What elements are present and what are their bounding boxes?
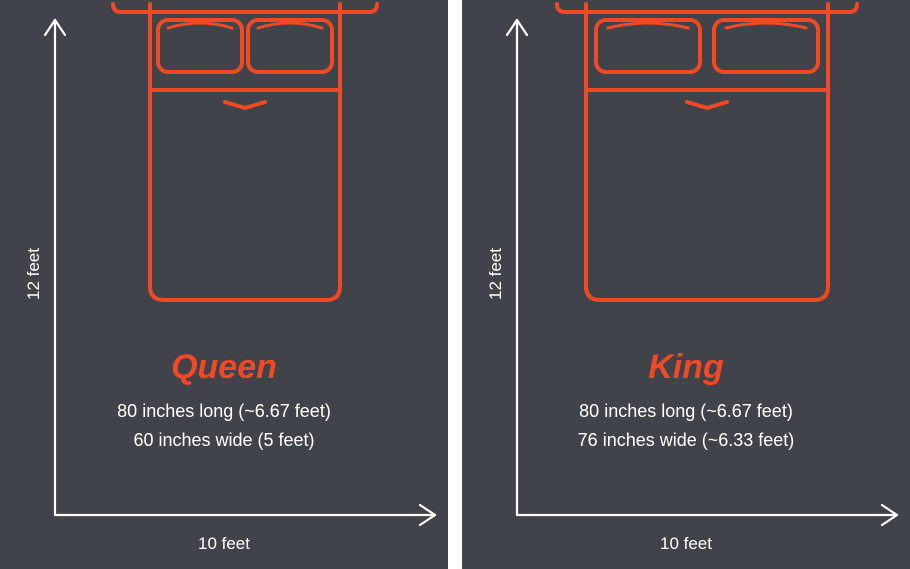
queen-width-text: 60 inches wide (5 feet) xyxy=(0,426,448,455)
queen-diagram xyxy=(0,0,448,569)
king-panel: King 80 inches long (~6.67 feet) 76 inch… xyxy=(462,0,910,569)
king-length-text: 80 inches long (~6.67 feet) xyxy=(462,397,910,426)
queen-title: Queen xyxy=(0,348,448,387)
queen-y-axis-label: 12 feet xyxy=(24,248,44,300)
queen-x-axis-label: 10 feet xyxy=(0,534,448,554)
king-y-axis-label: 12 feet xyxy=(486,248,506,300)
king-title: King xyxy=(462,348,910,387)
king-x-axis-label: 10 feet xyxy=(462,534,910,554)
king-diagram xyxy=(462,0,910,569)
queen-panel: Queen 80 inches long (~6.67 feet) 60 inc… xyxy=(0,0,448,569)
king-width-text: 76 inches wide (~6.33 feet) xyxy=(462,426,910,455)
queen-length-text: 80 inches long (~6.67 feet) xyxy=(0,397,448,426)
